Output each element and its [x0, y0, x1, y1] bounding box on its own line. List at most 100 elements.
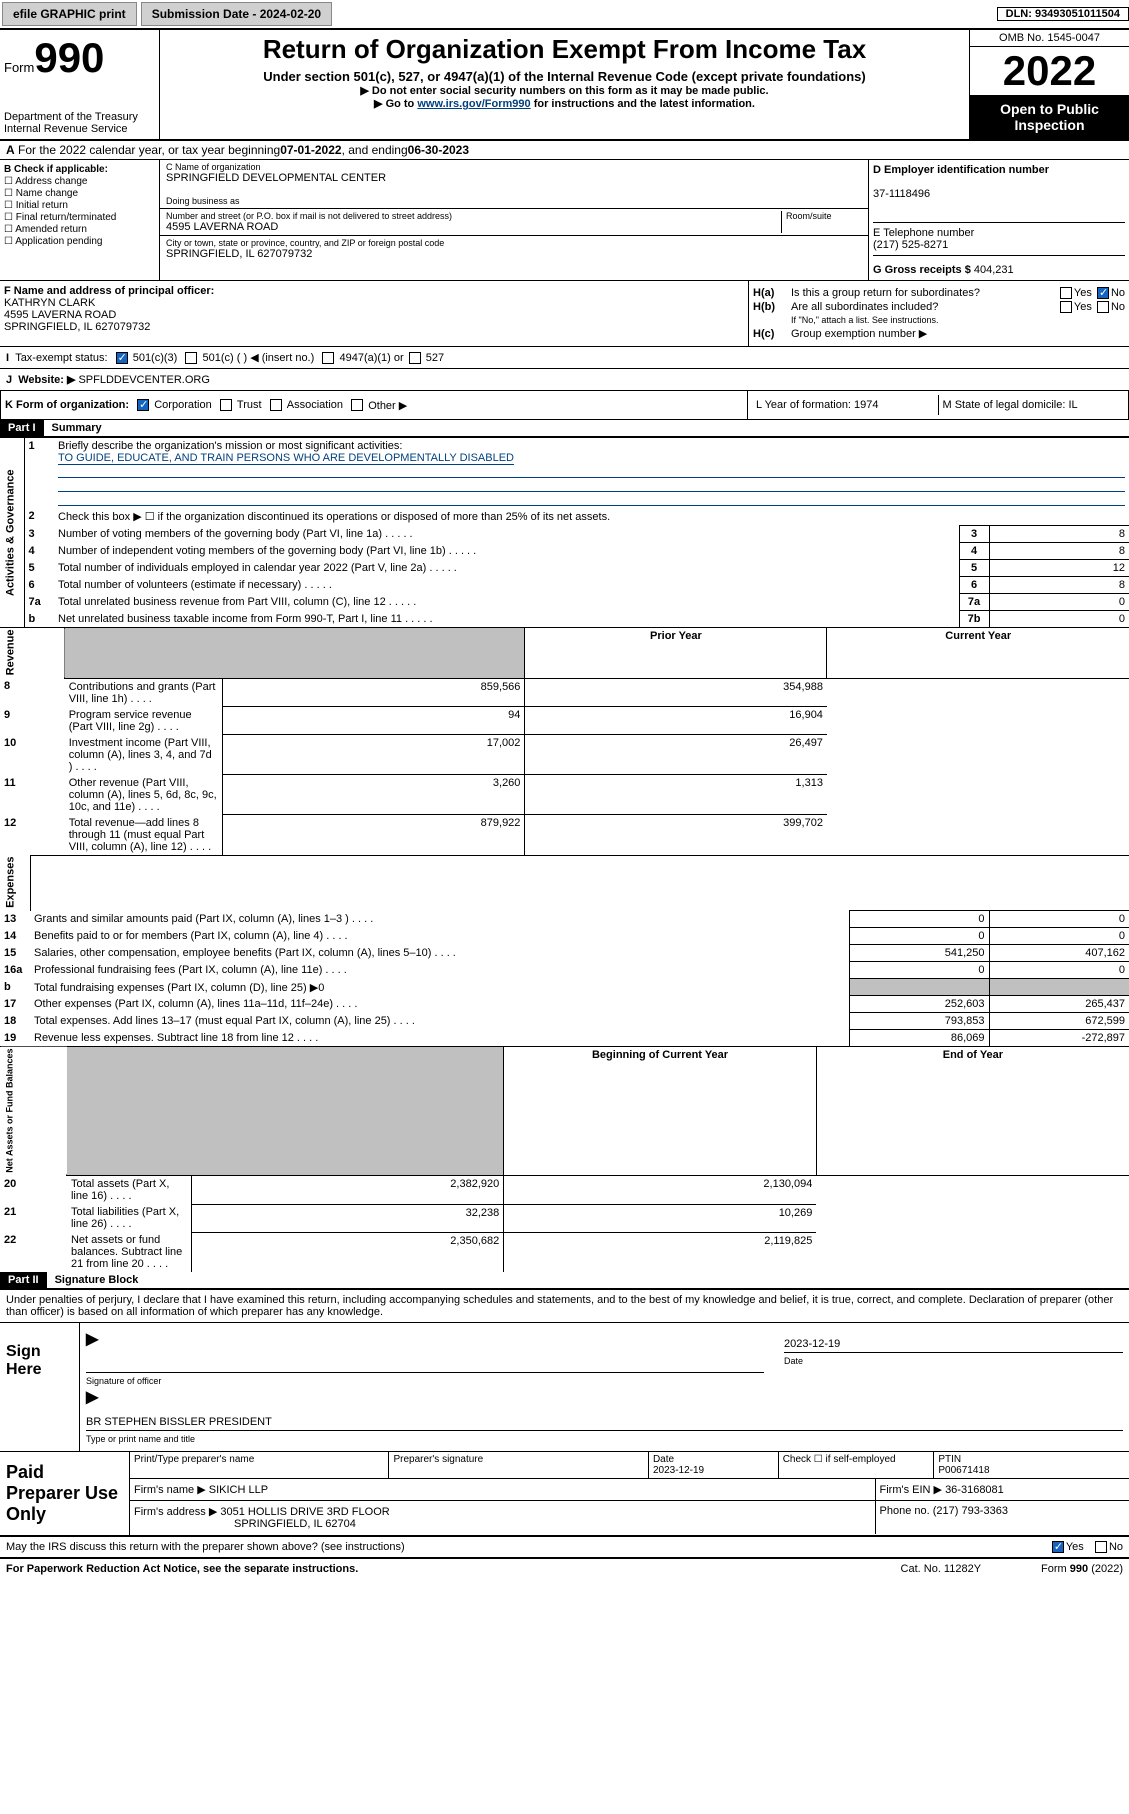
chk-other[interactable]: [351, 399, 363, 411]
officer-addr1: 4595 LAVERNA ROAD: [4, 309, 116, 321]
chk-trust[interactable]: [220, 399, 232, 411]
k-label: K Form of organization:: [5, 399, 129, 411]
ha-no[interactable]: [1097, 287, 1109, 299]
section-fh: F Name and address of principal officer:…: [0, 281, 1129, 347]
topbar: efile GRAPHIC print Submission Date - 20…: [0, 0, 1129, 30]
table-row: 17Other expenses (Part IX, column (A), l…: [0, 996, 1129, 1013]
col-beginning: Beginning of Current Year: [504, 1047, 817, 1176]
firm-ein: 36-3168081: [945, 1484, 1004, 1496]
q2-text: Check this box ▶ ☐ if the organization d…: [54, 508, 1129, 526]
dba-label: Doing business as: [166, 196, 862, 206]
sign-here-label: Sign Here: [0, 1323, 80, 1451]
table-row: 21Total liabilities (Part X, line 26) . …: [0, 1204, 1129, 1232]
firm-name: SIKICH LLP: [209, 1484, 268, 1496]
paid-preparer-label: Paid Preparer Use Only: [0, 1452, 130, 1535]
table-row: 22Net assets or fund balances. Subtract …: [0, 1232, 1129, 1272]
chk-name-change[interactable]: ☐ Name change: [4, 188, 155, 199]
chk-501c[interactable]: [185, 352, 197, 364]
side-activities-governance: Activities & Governance: [0, 438, 24, 627]
firm-addr1: 3051 HOLLIS DRIVE 3RD FLOOR: [220, 1506, 389, 1518]
hb-text: Are all subordinates included?: [791, 301, 938, 313]
part1-header: Part I Summary: [0, 420, 1129, 438]
phone-label: Phone no.: [880, 1505, 930, 1517]
l-year-formation: L Year of formation: 1974: [752, 395, 939, 415]
open-to-public: Open to Public Inspection: [970, 95, 1129, 139]
col-end: End of Year: [816, 1047, 1129, 1176]
hb-no[interactable]: [1097, 301, 1109, 313]
firm-phone: (217) 793-3363: [933, 1505, 1008, 1517]
officer-addr2: SPRINGFIELD, IL 627079732: [4, 321, 150, 333]
website-value: SPFLDDEVCENTER.ORG: [78, 374, 209, 386]
table-row: bNet unrelated business taxable income f…: [0, 611, 1129, 628]
side-revenue: Revenue: [0, 628, 65, 678]
table-row: 7aTotal unrelated business revenue from …: [0, 594, 1129, 611]
ssn-warning: ▶ Do not enter social security numbers o…: [164, 84, 965, 97]
addr-label: Number and street (or P.O. box if mail i…: [166, 211, 781, 221]
prep-self-emp[interactable]: Check ☐ if self-employed: [779, 1452, 935, 1479]
efile-button[interactable]: efile GRAPHIC print: [2, 2, 137, 26]
chk-corp[interactable]: [137, 399, 149, 411]
ptin-label: PTIN: [938, 1454, 961, 1465]
chk-address-change[interactable]: ☐ Address change: [4, 176, 155, 187]
chk-501c3[interactable]: [116, 352, 128, 364]
room-label: Room/suite: [786, 211, 862, 221]
table-row: 9Program service revenue (Part VIII, lin…: [0, 707, 1129, 735]
discuss-yes[interactable]: [1052, 1541, 1064, 1553]
firm-addr-label: Firm's address ▶: [134, 1506, 217, 1518]
chk-app-pending[interactable]: ☐ Application pending: [4, 236, 155, 247]
hb-yes[interactable]: [1060, 301, 1072, 313]
prep-name-hdr: Print/Type preparer's name: [130, 1452, 389, 1479]
tel-value: (217) 525-8271: [873, 239, 948, 251]
col-curr: Current Year: [827, 628, 1129, 678]
discuss-question: May the IRS discuss this return with the…: [6, 1541, 405, 1553]
ha-yes[interactable]: [1060, 287, 1072, 299]
table-row: 14Benefits paid to or for members (Part …: [0, 928, 1129, 945]
date-label: Date: [784, 1356, 803, 1366]
gross-label: G Gross receipts $: [873, 264, 974, 276]
ptin-value: P00671418: [938, 1465, 989, 1476]
chk-amended[interactable]: ☐ Amended return: [4, 224, 155, 235]
side-expenses: Expenses: [0, 855, 30, 911]
org-city: SPRINGFIELD, IL 627079732: [166, 248, 862, 260]
submission-date-button[interactable]: Submission Date - 2024-02-20: [141, 2, 332, 26]
table-row: 11Other revenue (Part VIII, column (A), …: [0, 775, 1129, 815]
col-prior: Prior Year: [525, 628, 827, 678]
ha-text: Is this a group return for subordinates?: [791, 287, 980, 299]
chk-527[interactable]: [409, 352, 421, 364]
table-row: 20Total assets (Part X, line 16) . . . .…: [0, 1176, 1129, 1205]
city-label: City or town, state or province, country…: [166, 238, 862, 248]
discuss-no[interactable]: [1095, 1541, 1107, 1553]
cat-no: Cat. No. 11282Y: [901, 1563, 982, 1575]
chk-assoc[interactable]: [270, 399, 282, 411]
form-number: Form990: [4, 34, 155, 82]
table-row: 6Total number of volunteers (estimate if…: [0, 577, 1129, 594]
col-b-checkboxes: B Check if applicable: ☐ Address change …: [0, 160, 160, 280]
table-row: 3Number of voting members of the governi…: [0, 526, 1129, 543]
table-row: 19Revenue less expenses. Subtract line 1…: [0, 1030, 1129, 1047]
form-subtitle: Under section 501(c), 527, or 4947(a)(1)…: [164, 69, 965, 84]
table-row: 12Total revenue—add lines 8 through 11 (…: [0, 815, 1129, 855]
irs-link[interactable]: www.irs.gov/Form990: [417, 98, 530, 110]
dln-label: DLN: 93493051011504: [997, 7, 1129, 21]
m-state-domicile: M State of legal domicile: IL: [939, 395, 1125, 415]
revenue-table: Revenue Prior Year Current Year 8Contrib…: [0, 627, 1129, 854]
firm-name-label: Firm's name ▶: [134, 1484, 206, 1496]
chk-final-return[interactable]: ☐ Final return/terminated: [4, 212, 155, 223]
sig-officer-label: Signature of officer: [86, 1376, 161, 1386]
ein-value: 37-1118496: [873, 188, 930, 200]
sig-date: 2023-12-19: [784, 1338, 840, 1350]
form-title: Return of Organization Exempt From Incom…: [164, 34, 965, 65]
table-row: 13Grants and similar amounts paid (Part …: [0, 911, 1129, 928]
ein-label: D Employer identification number: [873, 164, 1049, 176]
table-row: 15Salaries, other compensation, employee…: [0, 945, 1129, 962]
chk-4947[interactable]: [322, 352, 334, 364]
prep-date-hdr: Date: [653, 1454, 674, 1465]
f-label: F Name and address of principal officer:: [4, 285, 214, 297]
prep-sig-hdr: Preparer's signature: [389, 1452, 648, 1479]
irs-label: Internal Revenue Service: [4, 123, 155, 135]
print-name-label: Type or print name and title: [86, 1434, 195, 1444]
officer-name: KATHRYN CLARK: [4, 297, 95, 309]
summary-table: Activities & Governance 1 Briefly descri…: [0, 438, 1129, 627]
dept-treasury: Department of the Treasury: [4, 111, 155, 123]
chk-initial-return[interactable]: ☐ Initial return: [4, 200, 155, 211]
